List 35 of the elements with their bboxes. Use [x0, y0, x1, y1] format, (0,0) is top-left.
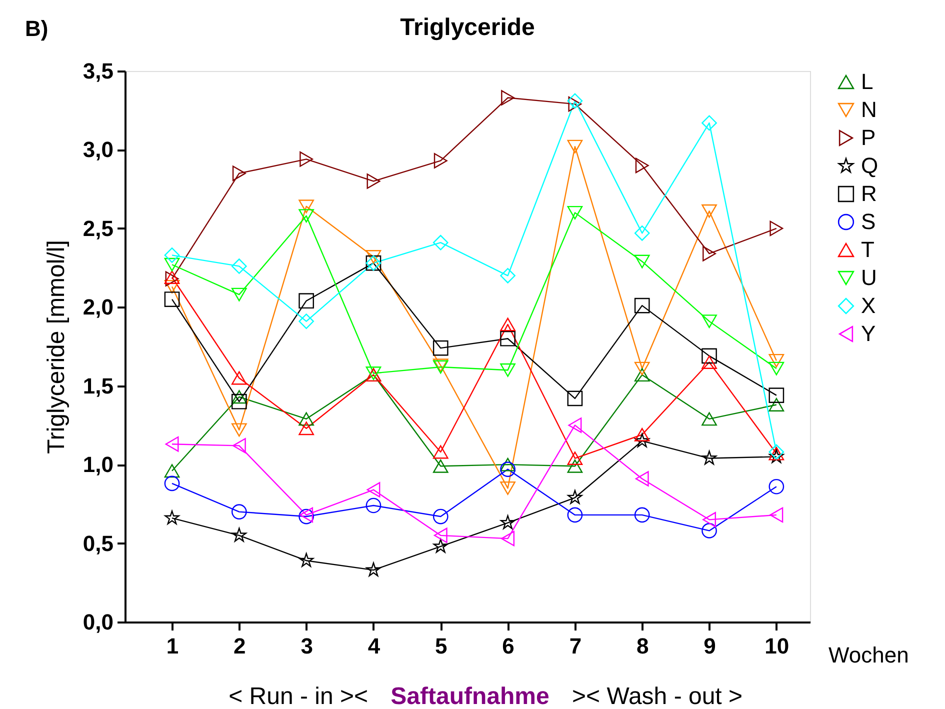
- legend-label: U: [861, 265, 877, 290]
- x-axis-title: Wochen: [828, 642, 909, 668]
- legend-label: Q: [861, 153, 878, 178]
- y-tick-label: 0,0: [82, 610, 114, 634]
- x-tick-label: 7: [569, 634, 582, 658]
- text: >< Wash - out >: [572, 683, 743, 709]
- legend-label: N: [861, 97, 877, 122]
- x-tick-label: 2: [234, 634, 246, 658]
- x-tick-label: 1: [166, 634, 179, 658]
- x-tick-label: 5: [435, 634, 448, 658]
- x-tick-label: 4: [368, 634, 381, 658]
- text: Saftaufnahme: [390, 683, 550, 709]
- y-tick-label: 2,5: [82, 216, 114, 241]
- legend-label: P: [861, 125, 876, 150]
- y-tick-label: 3,0: [82, 137, 114, 162]
- x-tick-label: 6: [502, 634, 514, 658]
- y-tick-label: 1,5: [82, 373, 114, 398]
- text: B): [25, 16, 48, 41]
- x-tick-label: 3: [300, 634, 313, 658]
- legend-label: S: [861, 209, 876, 234]
- legend-label: T: [861, 237, 874, 262]
- x-tick-label: 8: [636, 634, 649, 658]
- chart-title: Triglyceride: [400, 14, 535, 41]
- y-tick-label: 2,0: [82, 294, 114, 320]
- text: < Run - in ><: [228, 683, 368, 709]
- y-tick-label: 3,5: [82, 58, 114, 84]
- y-axis-title: Triglyceride [mmol/l]: [42, 240, 70, 454]
- x-tick-label: 9: [704, 634, 716, 658]
- legend-label: X: [861, 293, 876, 318]
- x-tick-label: 10: [764, 634, 790, 658]
- y-tick-label: 0,5: [82, 530, 114, 556]
- legend-label: Y: [861, 321, 876, 346]
- y-tick-label: 1,0: [82, 452, 114, 478]
- legend-label: L: [861, 69, 874, 94]
- legend-label: R: [861, 181, 877, 206]
